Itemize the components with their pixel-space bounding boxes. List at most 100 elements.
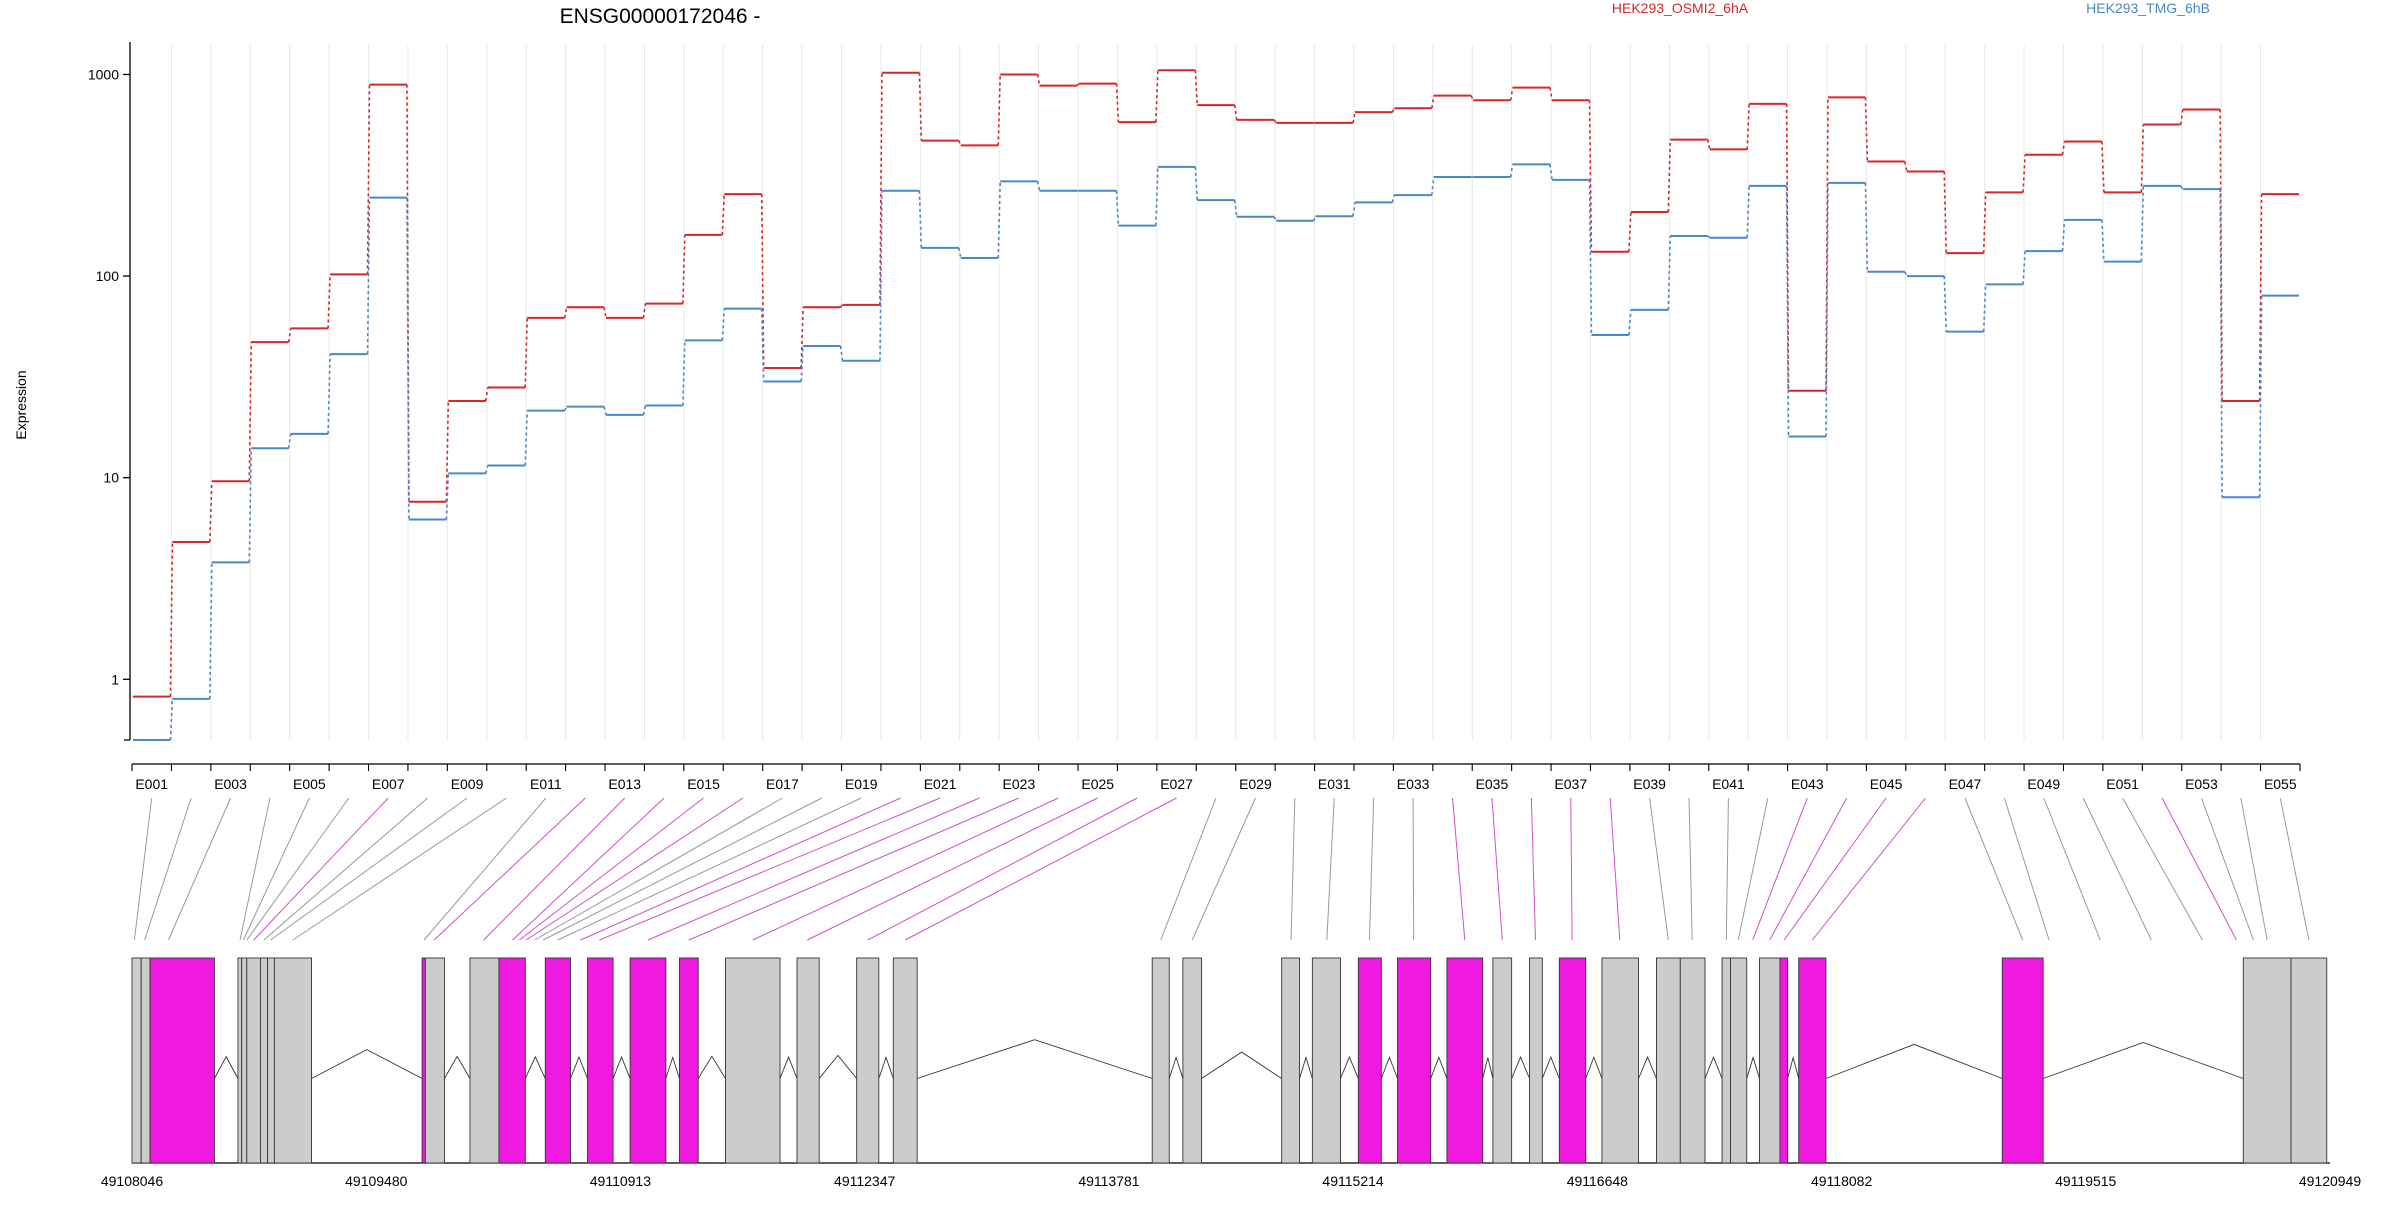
series-riser (563, 406, 568, 412)
exon-block (273, 957, 312, 1164)
series-lines (133, 69, 2299, 741)
x-tick-label: E037 (1554, 776, 1587, 792)
exon-connector-line (270, 797, 468, 941)
exon-block (140, 957, 151, 1164)
exon-connector-line (1290, 797, 1296, 941)
exon-connector-line (599, 797, 941, 941)
series-riser (1549, 164, 1553, 180)
exon-block (131, 957, 142, 1164)
exon-connector-line (1769, 797, 1848, 941)
legend-entry-osmi2: HEK293_OSMI2_6hA (1612, 0, 1749, 16)
x-tick-label: E039 (1633, 776, 1666, 792)
exon-block (2242, 957, 2292, 1164)
exon-block-highlighted (1558, 957, 1587, 1164)
exon-connector-line (263, 797, 428, 941)
series-riser (721, 308, 726, 341)
series-riser (682, 340, 686, 406)
exon-block (725, 957, 781, 1164)
intron-chevron (1201, 1051, 1282, 1079)
exon-block (1759, 957, 1781, 1164)
series-riser (1391, 107, 1396, 113)
y-tick-label: 1000 (88, 66, 119, 82)
exon-connector-line (1609, 797, 1621, 941)
series-riser (603, 307, 607, 319)
x-tick-label: E009 (451, 776, 484, 792)
series-riser (1588, 179, 1593, 336)
series-riser (1312, 215, 1317, 222)
series-riser (957, 247, 962, 259)
x-tick-label: E029 (1239, 776, 1272, 792)
series-riser (366, 84, 371, 275)
series-riser (169, 698, 174, 741)
intron-chevron (1299, 1055, 1313, 1079)
intron-chevron (444, 1055, 471, 1079)
x-tick-label: E005 (293, 776, 326, 792)
exon-block (1281, 957, 1301, 1164)
x-tick-label: E033 (1397, 776, 1430, 792)
intron-chevron (1825, 1043, 2003, 1079)
exon-block (246, 957, 261, 1164)
exon-block (1529, 957, 1543, 1164)
x-tick-label: E031 (1318, 776, 1351, 792)
series-riser (1707, 235, 1711, 239)
series-riser (1233, 200, 1238, 217)
series-riser (2022, 154, 2026, 193)
series-riser (287, 433, 292, 449)
exon-connector-line (144, 797, 192, 941)
series-riser (1904, 271, 1908, 277)
gene-coordinate-label: 49113781 (1078, 1173, 1139, 1189)
exon-block-highlighted (498, 957, 526, 1164)
series-riser (918, 72, 923, 141)
exon-connector-line (867, 797, 1138, 941)
series-riser (209, 562, 213, 699)
intron-lines (214, 1039, 2244, 1079)
gene-model-track: 49108046 49109480 49110913 49112347 49113781… (101, 957, 2361, 1189)
gene-coordinate-label: 49108046 (101, 1173, 164, 1189)
x-tick-label: E051 (2106, 776, 2139, 792)
series-riser (1155, 70, 1159, 123)
series-riser (879, 72, 883, 305)
x-tick-label: E053 (2185, 776, 2218, 792)
exon-block (1655, 957, 1681, 1164)
exon-block (2290, 957, 2328, 1164)
exon-block (469, 957, 500, 1164)
gene-coordinate-label: 49119515 (2055, 1173, 2116, 1189)
intron-chevron (214, 1055, 239, 1079)
series-riser (248, 448, 253, 563)
exon-block-highlighted (1798, 957, 1827, 1164)
x-tick-label: E003 (214, 776, 247, 792)
series-riser (1509, 164, 1514, 178)
series-riser (366, 197, 371, 355)
series-riser (169, 541, 174, 697)
series-riser (1746, 103, 1750, 150)
exon-connector-line (1160, 797, 1217, 941)
series-riser (1509, 87, 1514, 101)
series-riser (1233, 104, 1238, 121)
exon-connector-line (483, 797, 626, 941)
exon-block-highlighted (544, 957, 571, 1164)
series-riser (2101, 141, 2105, 193)
intron-chevron (697, 1055, 726, 1079)
exon-connector-line (1649, 797, 1669, 941)
series-riser (1391, 194, 1396, 203)
exon-block (1182, 957, 1203, 1164)
series-riser (800, 307, 804, 369)
series-riser (1076, 83, 1080, 87)
intron-chevron (1787, 1055, 1800, 1079)
exon-connector-line (239, 797, 271, 941)
series-riser (484, 387, 489, 402)
series-riser (1549, 87, 1553, 101)
exon-connector-line (2043, 797, 2101, 941)
series-riser (2140, 185, 2145, 262)
exon-block-highlighted (1779, 957, 1789, 1164)
exon-block (796, 957, 820, 1164)
exon-block-highlighted (1357, 957, 1382, 1164)
series-riser (1864, 97, 1869, 162)
gene-coordinate-label: 49110913 (590, 1173, 651, 1189)
gene-coordinate-label: 49112347 (834, 1173, 895, 1189)
series-riser (1036, 74, 1041, 86)
series-riser (642, 303, 647, 319)
series-riser (1706, 139, 1711, 150)
exon-connector-line (253, 797, 389, 941)
